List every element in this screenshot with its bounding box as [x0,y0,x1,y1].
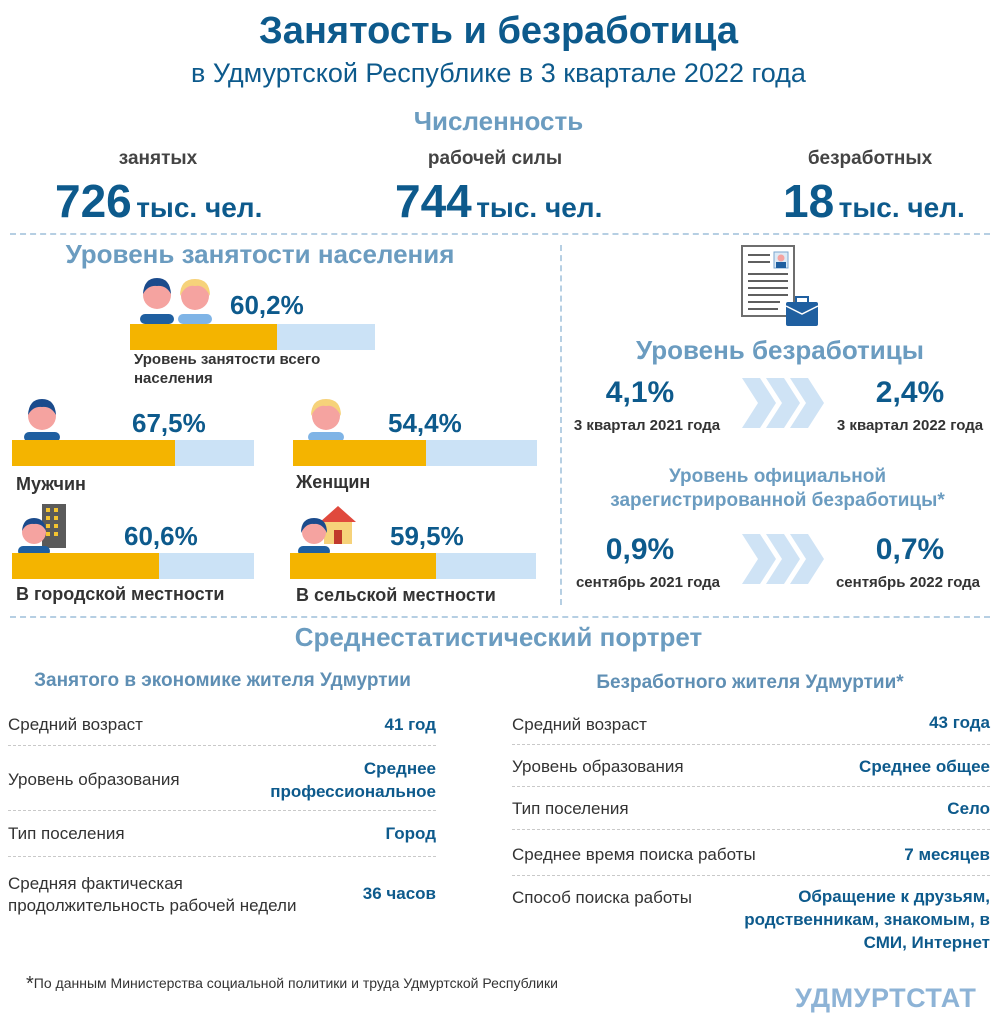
unemployed-value: 18 тыс. чел. [783,174,965,228]
rural-rate-bar-fill [290,553,437,579]
unemployment-curr-value: 2,4% [875,376,945,409]
portrait-title: Среднестатистический портрет [294,622,703,652]
unemployed-portrait-title: Безработного жителя Удмуртии* [596,672,904,693]
employed-settlement-value: Город [385,824,436,843]
unemployment-prev-value: 4,1% [605,376,675,409]
total-rate-bar-fill [130,324,278,350]
women-rate-label: Женщин [296,472,371,492]
employed-workweek-label: Средняя фактическая продолжительность ра… [8,874,297,915]
urban-rate-value: 60,6% [124,521,198,551]
man-icon [24,399,60,442]
men-rate-label: Мужчин [16,474,86,494]
employed-settlement-label: Тип поселения [8,824,125,843]
unemployed-label: безработных [807,148,933,169]
divider-vertical [560,245,562,605]
unemployed-settlement-label: Тип поселения [512,799,629,818]
row-divider [512,786,990,787]
employed-value: 726 тыс. чел. [55,174,262,228]
unemployed-unit: тыс. чел. [838,192,965,223]
urban-rate-bar [12,553,254,579]
employed-workweek-value: 36 часов [362,884,436,903]
headcount-title: Численность [413,106,584,136]
labor-force-label: рабочей силы [427,148,563,169]
employed-education-label: Уровень образования [8,770,180,789]
unemployed-education-label: Уровень образования [512,757,684,776]
employed-age-label: Средний возраст [8,715,143,734]
labor-force-value: 744 тыс. чел. [395,174,602,228]
couple-icon [140,278,212,324]
unemployed-settlement-value: Село [947,799,990,818]
unemployed-age-value: 43 года [929,713,990,732]
employment-rate-title: Уровень занятости населения [65,239,455,269]
row-divider [512,744,990,745]
employed-label: занятых [118,148,198,169]
unemployed-number: 18 [783,175,835,227]
employed-age-value: 41 год [384,715,436,734]
registered-prev-value: 0,9% [605,533,675,566]
rural-rate-bar [290,553,536,579]
brand-logo: УДМУРТСТАТ [795,983,977,1013]
labor-force-unit: тыс. чел. [476,192,603,223]
unemployed-age-label: Средний возраст [512,715,647,734]
row-divider [8,856,436,857]
chevron-arrows-icon [742,378,824,428]
rural-rate-value: 59,5% [390,521,464,551]
women-rate-bar-fill [293,440,426,466]
men-rate-value: 67,5% [132,408,206,438]
footnote-mark: * [26,973,34,995]
unemployment-prev-period: 3 квартал 2021 года [573,417,721,434]
footnote-text: По данным Министерства социальной полити… [33,975,558,991]
divider-middle [10,616,990,618]
women-rate-value: 54,4% [388,408,462,438]
city-man-icon [18,504,66,556]
registered-curr-value: 0,7% [875,533,945,566]
row-divider [512,875,990,876]
total-rate-value: 60,2% [230,290,304,320]
registered-prev-period: сентябрь 2021 года [575,574,721,591]
employed-unit: тыс. чел. [136,192,263,223]
employed-education-value: Среднее профессиональное [270,759,436,801]
urban-rate-bar-fill [12,553,159,579]
unemployed-search-time-value: 7 месяцев [904,845,990,864]
village-woman-icon [298,506,356,556]
row-divider [8,810,436,811]
registered-unemployment-title: Уровень официальной зарегистрированной б… [610,466,945,511]
total-rate-label: Уровень занятости всего населения [134,351,321,387]
row-divider [512,829,990,830]
unemployed-education-value: Среднее общее [859,757,990,776]
registered-curr-period: сентябрь 2022 года [835,574,981,591]
resume-briefcase-icon [741,245,819,326]
unemployed-search-time-label: Среднее время поиска работы [512,845,756,864]
chevron-arrows-icon [742,534,824,584]
women-rate-bar [293,440,537,466]
unemployed-search-method-value: Обращение к друзьям, родственникам, знак… [744,887,990,952]
row-divider [8,745,436,746]
employed-number: 726 [55,175,132,227]
labor-force-number: 744 [395,175,472,227]
rural-rate-label: В сельской местности [296,585,496,605]
woman-icon [308,399,344,442]
unemployment-curr-period: 3 квартал 2022 года [836,417,984,434]
men-rate-bar-fill [12,440,176,466]
men-rate-bar [12,440,254,466]
divider-top [10,233,990,235]
unemployed-search-method-label: Способ поиска работы [512,888,692,907]
total-rate-bar [130,324,375,350]
unemployment-title: Уровень безработицы [636,335,924,365]
employed-portrait-title: Занятого в экономике жителя Удмуртии [34,670,411,691]
footnote: *По данным Министерства социальной полит… [26,973,558,996]
page-title: Занятость и безработица [259,10,738,52]
page-subtitle: в Удмуртской Республике в 3 квартале 202… [191,58,806,88]
urban-rate-label: В городской местности [16,584,225,604]
